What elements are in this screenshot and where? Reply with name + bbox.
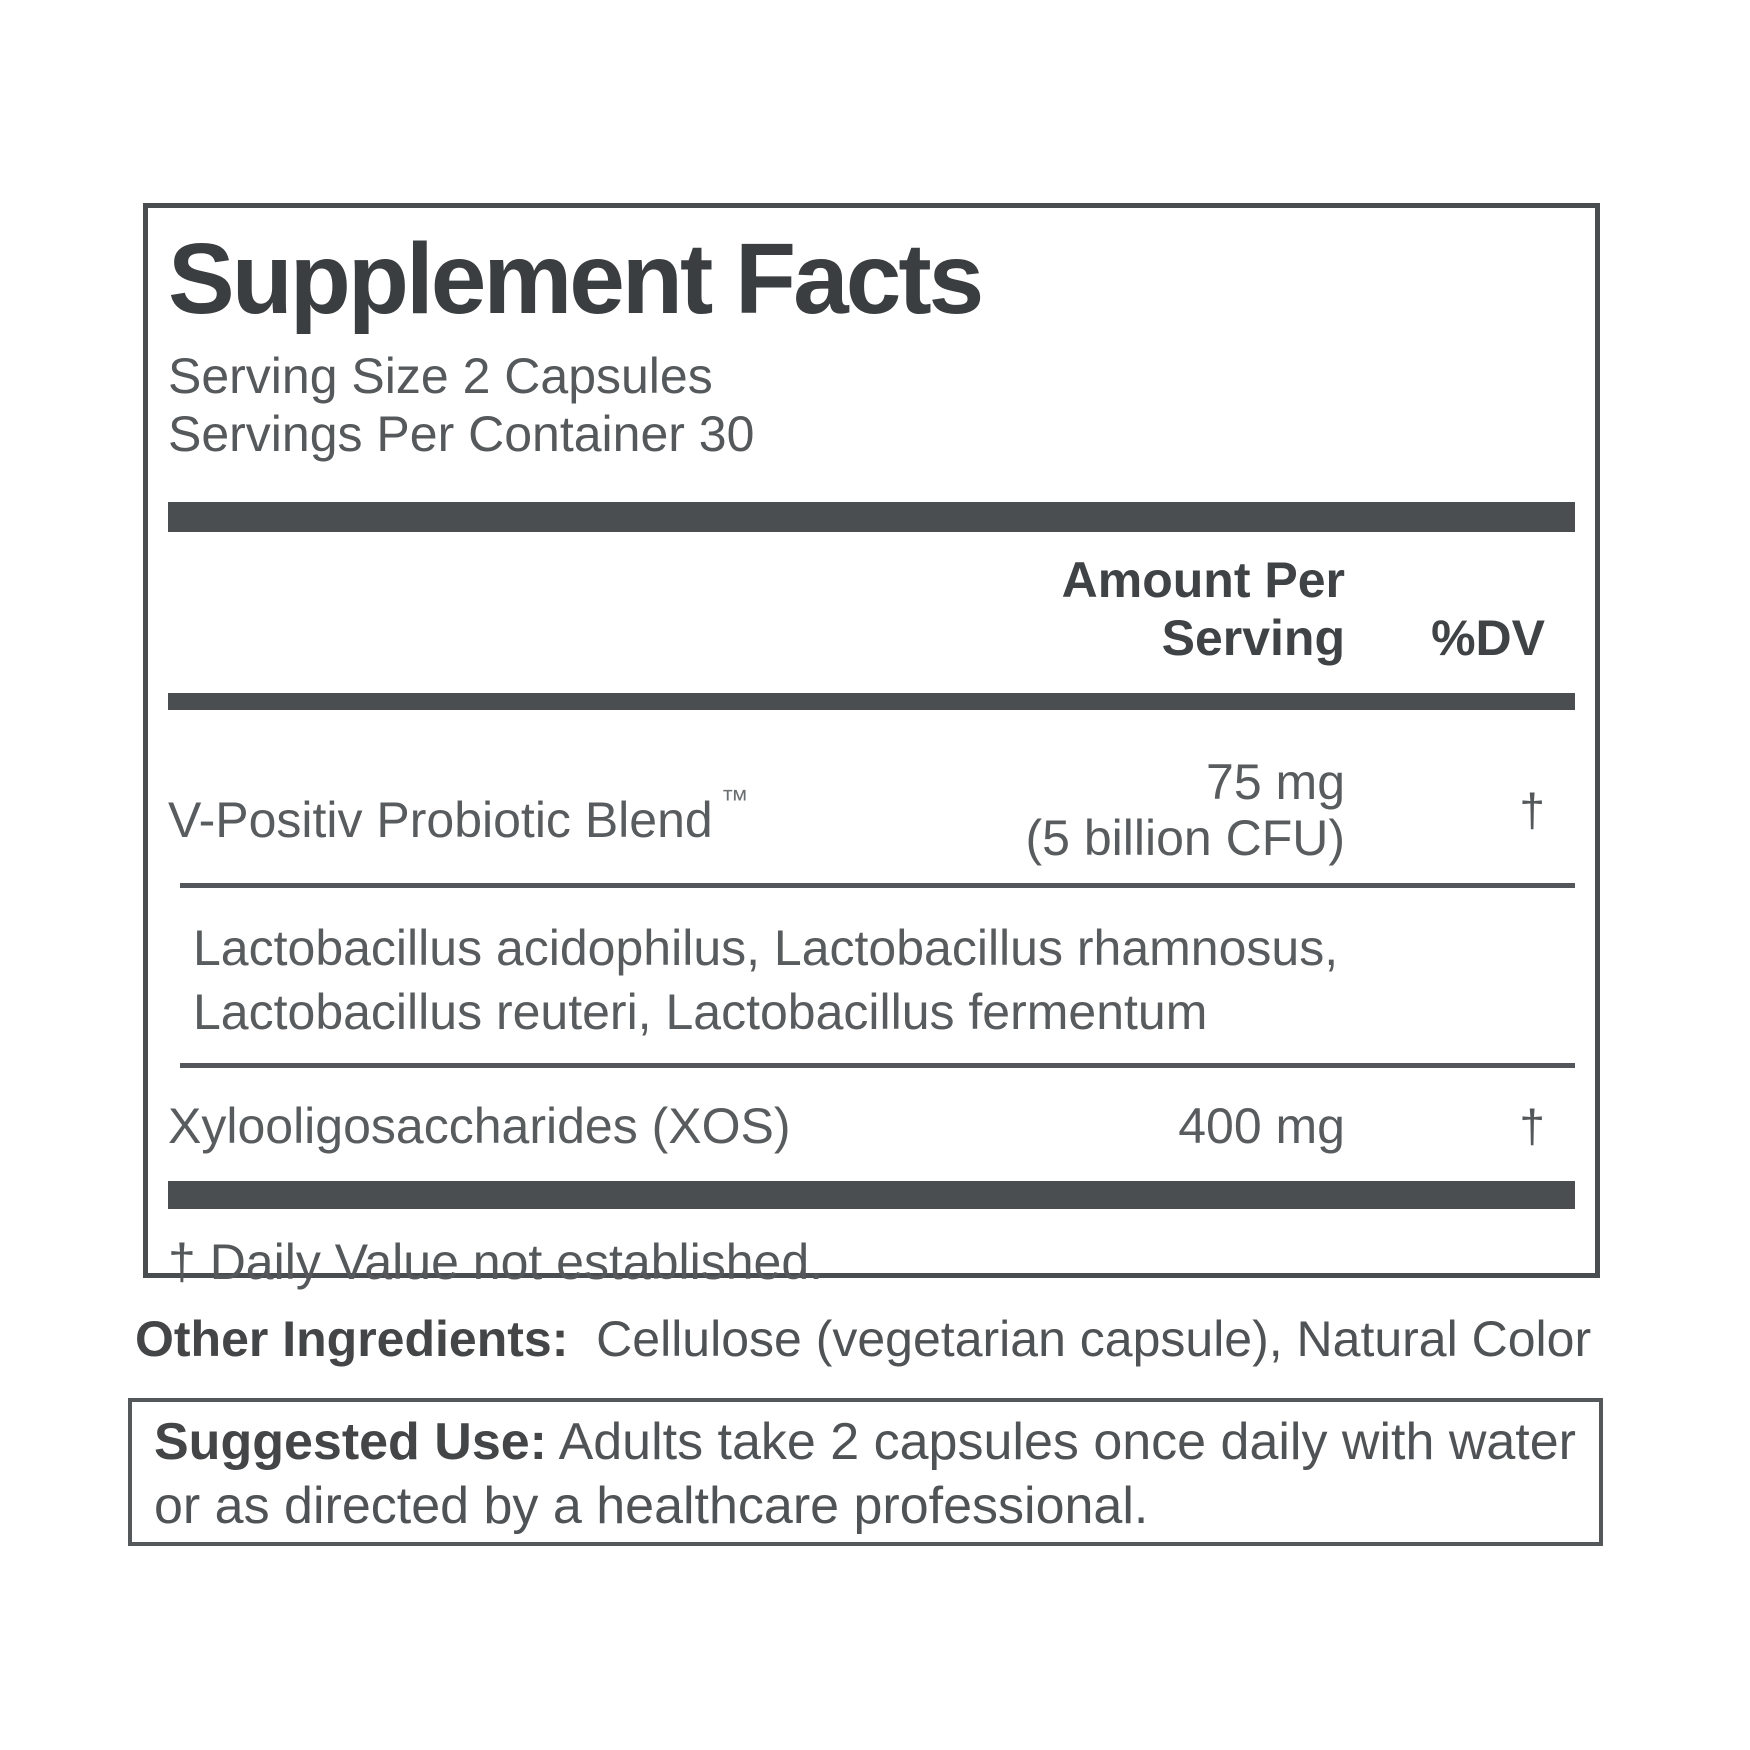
amount-per-serving-header: Amount Per Serving — [1061, 552, 1345, 666]
suggested-use-panel: Suggested Use: Adults take 2 capsules on… — [128, 1398, 1603, 1546]
divider-thin — [180, 1063, 1575, 1068]
serving-info: Serving Size 2 Capsules Servings Per Con… — [168, 347, 1575, 463]
ingredient-amount-value: 75 mg — [1206, 754, 1345, 810]
ingredient-amount: 400 mg — [1178, 1098, 1345, 1154]
divider-thick-bottom — [168, 1181, 1575, 1209]
suggested-use-label: Suggested Use: — [154, 1413, 547, 1471]
dv-dagger: † — [1519, 1100, 1545, 1152]
divider-medium — [168, 693, 1575, 710]
servings-per-container-line: Servings Per Container 30 — [168, 406, 755, 462]
percent-dv-header: %DV — [1431, 610, 1545, 666]
ingredient-name: V-Positiv Probiotic Blend ™ — [168, 772, 915, 848]
table-row: Xylooligosaccharides (XOS) 400 mg † — [168, 1068, 1575, 1181]
ingredient-name: Xylooligosaccharides (XOS) — [168, 1098, 791, 1154]
dv-footnote: † Daily Value not established. — [168, 1234, 824, 1290]
serving-size-line: Serving Size 2 Capsules — [168, 348, 713, 404]
sub-ingredients-line: Lactobacillus reuteri, Lactobacillus fer… — [193, 984, 1208, 1040]
supplement-facts-content: Supplement Facts Serving Size 2 Capsules… — [148, 229, 1595, 1291]
supplement-facts-title: Supplement Facts — [168, 223, 984, 335]
other-ingredients-label: Other Ingredients: — [135, 1311, 569, 1367]
suggested-use-text: Adults take 2 capsules once daily with w… — [154, 1413, 1576, 1535]
ingredient-amount-note: (5 billion CFU) — [1025, 810, 1345, 866]
sub-ingredients: Lactobacillus acidophilus, Lactobacillus… — [168, 888, 1575, 1044]
other-ingredients-text: Cellulose (vegetarian capsule), Natural … — [596, 1311, 1592, 1367]
sub-ingredients-line: Lactobacillus acidophilus, Lactobacillus… — [193, 920, 1339, 976]
divider-thick-top — [168, 502, 1575, 532]
ingredient-name-text: V-Positiv Probiotic Blend — [168, 792, 713, 848]
dv-dagger: † — [1519, 784, 1545, 836]
trademark-symbol: ™ — [720, 784, 749, 815]
table-header-row: Amount Per Serving %DV — [168, 551, 1575, 667]
table-row: V-Positiv Probiotic Blend ™ 75 mg (5 bill… — [168, 710, 1575, 883]
supplement-facts-panel: Supplement Facts Serving Size 2 Capsules… — [143, 203, 1600, 1290]
ingredient-amount: 75 mg (5 billion CFU) — [915, 754, 1345, 866]
other-ingredients: Other Ingredients: Cellulose (vegetarian… — [135, 1310, 1615, 1368]
divider-thin — [180, 883, 1575, 888]
